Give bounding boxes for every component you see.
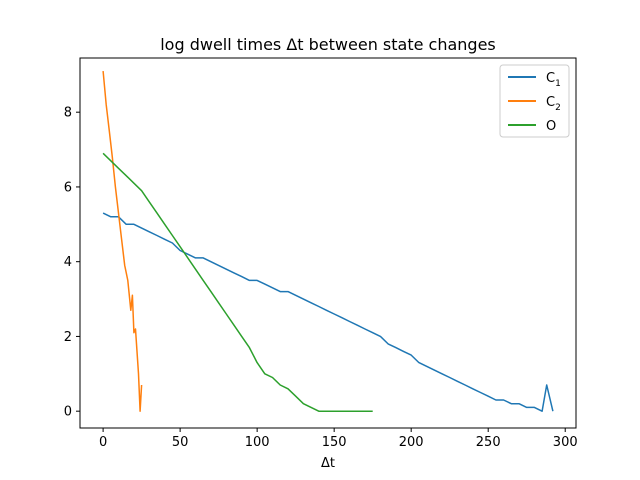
legend-label-o: O	[546, 119, 556, 134]
legend-label-main: C	[546, 95, 555, 110]
y-tick-label: 6	[64, 180, 72, 195]
series-line-c2	[102, 71, 143, 412]
series-line-c1	[102, 212, 554, 412]
y-tick-label: 4	[64, 255, 72, 270]
x-tick-label: 100	[245, 435, 270, 450]
axes-layer	[79, 57, 577, 429]
y-tick-label: 8	[64, 106, 72, 121]
x-axis-label: Δt	[321, 456, 335, 471]
x-tick-label: 200	[399, 435, 424, 450]
x-tick-label: 50	[172, 435, 189, 450]
y-tick-label: 2	[64, 330, 72, 345]
legend-label-c1: C1	[546, 71, 561, 89]
legend-label-sub: 1	[555, 79, 561, 89]
ticks-layer: 0 50 100 150 200 250 300 0 2 4 6 8	[64, 106, 578, 450]
plot-area	[80, 58, 576, 428]
legend-label-sub: 2	[555, 103, 561, 113]
legend-label-main: C	[546, 71, 555, 86]
x-tick-label: 300	[553, 435, 578, 450]
x-tick-label: 150	[322, 435, 347, 450]
series-layer	[102, 71, 554, 412]
chart-title: log dwell times Δt between state changes	[160, 35, 496, 54]
x-tick-label: 0	[99, 435, 107, 450]
legend-label-main: O	[546, 119, 556, 134]
x-tick-label: 250	[476, 435, 501, 450]
legend-label-c2: C2	[546, 95, 561, 113]
series-line-o	[102, 152, 373, 412]
axes-frame	[79, 57, 577, 429]
y-tick-label: 0	[64, 405, 72, 420]
